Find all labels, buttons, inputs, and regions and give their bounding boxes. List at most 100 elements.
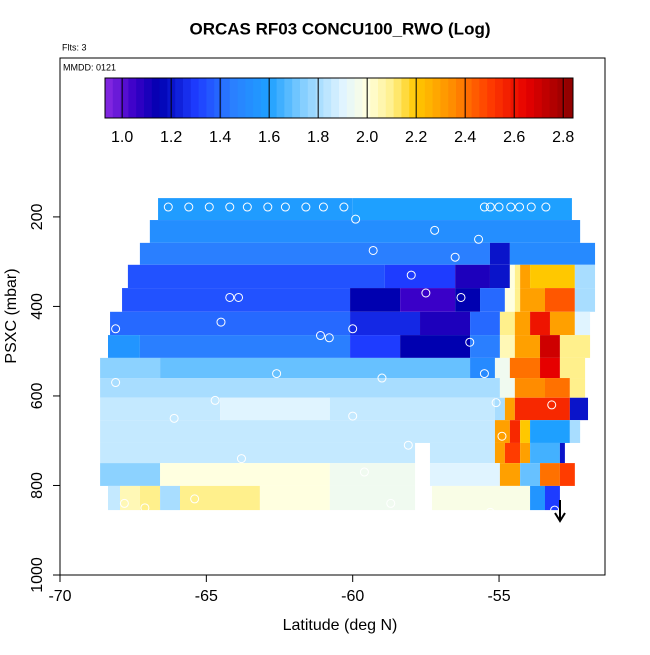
- colorbar-tick-label: 1.0: [111, 129, 133, 146]
- sample-point: [234, 292, 244, 302]
- colorbar-swatch: [549, 78, 558, 118]
- heat-cell: [569, 420, 581, 443]
- heat-cell: [574, 288, 596, 312]
- colorbar-swatch: [518, 78, 527, 118]
- heat-cell: [509, 420, 521, 443]
- sample-point: [526, 202, 536, 212]
- axes: -70 -65 -60 -55 200 400 600 800 1000: [29, 203, 510, 605]
- sample-point: [465, 337, 475, 347]
- heat-cell: [100, 420, 495, 443]
- x-axis-label: Latitude (deg N): [283, 617, 398, 634]
- date-note: MMDD: 0121: [63, 62, 116, 72]
- colorbar-tick-label: 2.2: [405, 129, 427, 146]
- sample-point: [348, 411, 358, 421]
- sample-point: [216, 317, 226, 327]
- colorbar-swatch: [144, 78, 153, 118]
- colorbar-swatch: [222, 78, 231, 118]
- sample-point: [351, 214, 361, 224]
- colorbar-swatch: [456, 78, 465, 118]
- colorbar-swatch: [315, 78, 324, 118]
- y-axis-label: PSXC (mbar): [3, 268, 20, 363]
- sample-point: [386, 498, 396, 508]
- heat-cell: [540, 463, 560, 486]
- colorbar-swatch: [378, 78, 387, 118]
- colorbar-tick-label: 1.4: [209, 129, 231, 146]
- colorbar-swatch: [276, 78, 285, 118]
- heat-cell: [499, 311, 515, 336]
- heat-cell: [127, 264, 385, 289]
- sample-point: [236, 454, 246, 464]
- sample-point: [225, 202, 235, 212]
- heat-cell: [480, 288, 505, 312]
- sample-point: [315, 331, 325, 341]
- sample-point: [491, 398, 501, 408]
- heat-cell: [429, 463, 500, 486]
- y-tick-label: 600: [29, 383, 46, 410]
- heat-cell: [350, 311, 421, 336]
- colorbar-swatch: [471, 78, 480, 118]
- heat-cell: [530, 485, 545, 511]
- colorbar-tick-label: 2.8: [552, 129, 574, 146]
- y-tick-label: 200: [29, 203, 46, 230]
- heat-cell: [122, 288, 351, 312]
- colorbar-tick-label: 1.8: [307, 129, 329, 146]
- sample-point: [263, 202, 273, 212]
- heat-cell: [504, 288, 515, 312]
- colorbar-swatch: [541, 78, 551, 118]
- heat-cell: [160, 357, 471, 379]
- sample-point: [190, 494, 200, 504]
- heat-cell: [220, 397, 330, 421]
- heat-cell: [329, 463, 416, 486]
- sample-point: [541, 202, 551, 212]
- sample-point: [377, 373, 387, 383]
- heat-cell: [514, 311, 531, 336]
- heat-cell: [544, 378, 570, 398]
- heat-cell: [470, 335, 500, 358]
- colorbar-swatch: [385, 78, 395, 118]
- heat-cell: [384, 264, 456, 289]
- heat-cell: [108, 335, 140, 358]
- heat-cell: [504, 442, 521, 464]
- colorbar-swatch: [487, 78, 496, 118]
- colorbar-swatch: [440, 78, 449, 118]
- heat-cell: [514, 397, 570, 421]
- down-arrow: [554, 500, 566, 523]
- colorbar-swatch: [424, 78, 434, 118]
- colorbar-swatch: [284, 78, 293, 118]
- sample-point: [348, 324, 358, 334]
- colorbar-swatch: [183, 78, 192, 118]
- colorbar-swatch: [198, 78, 207, 118]
- sample-point: [368, 245, 378, 255]
- heat-cell: [520, 288, 545, 312]
- colorbar-swatch: [393, 78, 402, 118]
- sample-point: [324, 333, 334, 343]
- heat-cell: [520, 420, 531, 443]
- arrow-head: [554, 512, 566, 523]
- sample-point: [497, 431, 507, 441]
- colorbar-swatch: [105, 78, 114, 118]
- colorbar-swatch: [502, 78, 512, 118]
- heat-cell: [259, 485, 330, 511]
- heat-cell: [350, 288, 401, 312]
- heat-cell: [530, 311, 550, 336]
- sample-point: [272, 369, 282, 379]
- sample-point: [163, 202, 173, 212]
- colorbar-swatch: [432, 78, 441, 118]
- heat-cell: [520, 264, 531, 289]
- colorbar: 1.0 1.2 1.4 1.6 1.8 2.0 2.2 2.4 2.6 2.8: [104, 77, 574, 146]
- colorbar-tick-label: 1.2: [160, 129, 182, 146]
- sample-point: [421, 288, 431, 298]
- colorbar-swatch: [323, 78, 332, 118]
- heat-cell: [559, 357, 586, 379]
- heat-cell: [350, 335, 401, 358]
- y-tick-label: 800: [29, 472, 46, 499]
- heat-cell: [494, 357, 510, 379]
- heat-cell: [530, 442, 560, 464]
- heat-cell: [509, 264, 515, 289]
- sample-point: [479, 369, 489, 379]
- sample-point: [225, 292, 235, 302]
- sample-point: [359, 467, 369, 477]
- heat-cell: [139, 485, 161, 511]
- colorbar-swatch: [557, 78, 566, 118]
- heat-cell: [180, 485, 260, 511]
